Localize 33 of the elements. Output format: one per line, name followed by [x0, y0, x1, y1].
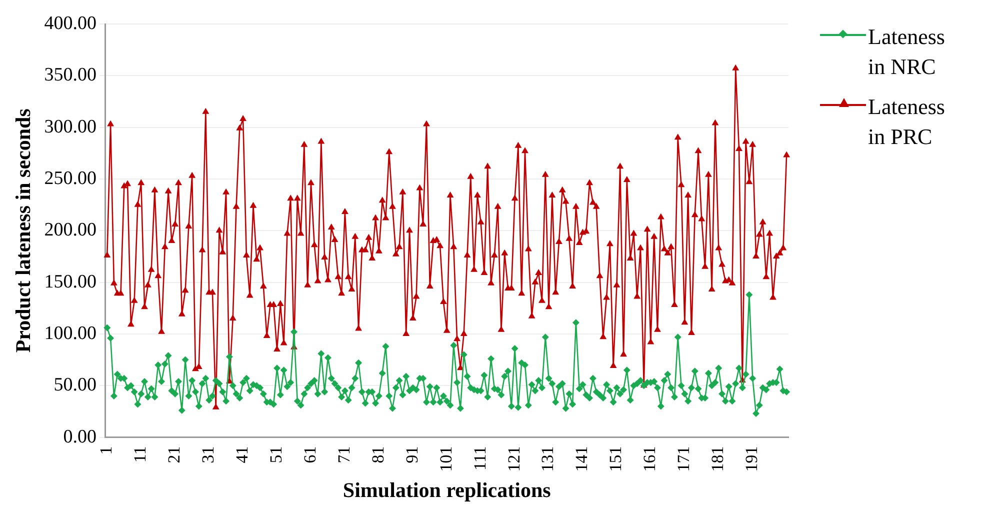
y-axis-title: Product lateness in seconds [11, 108, 36, 353]
y-tick-label: 100.00 [44, 322, 96, 344]
y-tick-label: 250.00 [44, 168, 96, 189]
x-tick-label: 21 [164, 446, 184, 464]
x-tick-label: 151 [606, 446, 626, 472]
x-tick-label: 61 [300, 446, 320, 464]
y-tick-label: 150.00 [44, 271, 96, 292]
x-tick-label: 41 [232, 446, 252, 464]
x-tick-label: 81 [368, 446, 388, 464]
x-tick-label: 191 [742, 446, 762, 472]
x-tick-label: 121 [504, 446, 524, 472]
y-tick-label: 200.00 [44, 220, 96, 241]
y-tick-label: 300.00 [44, 116, 96, 138]
y-tick-label: 0.00 [63, 426, 96, 448]
y-tick-label: 400.00 [44, 12, 96, 34]
legend-label: Lateness in NRC [868, 23, 946, 81]
x-tick-label: 51 [266, 446, 286, 464]
x-tick-label: 71 [334, 446, 354, 464]
y-tick-label: 350.00 [44, 64, 96, 86]
x-tick-label: 161 [640, 446, 660, 472]
x-tick-label: 1 [96, 446, 116, 455]
x-tick-label: 101 [436, 446, 456, 472]
x-tick-label: 141 [572, 446, 592, 472]
x-tick-label: 171 [674, 446, 694, 472]
y-tick-label: 50.00 [54, 374, 96, 396]
x-axis-title: Simulation replications [342, 478, 551, 502]
x-tick-label: 31 [198, 446, 218, 464]
x-tick-label: 91 [402, 446, 422, 464]
x-tick-label: 111 [470, 446, 490, 471]
x-tick-label: 181 [708, 446, 728, 472]
legend-label: Lateness in PRC [868, 93, 946, 151]
x-tick-label: 131 [538, 446, 558, 472]
x-tick-label: 11 [130, 446, 150, 463]
